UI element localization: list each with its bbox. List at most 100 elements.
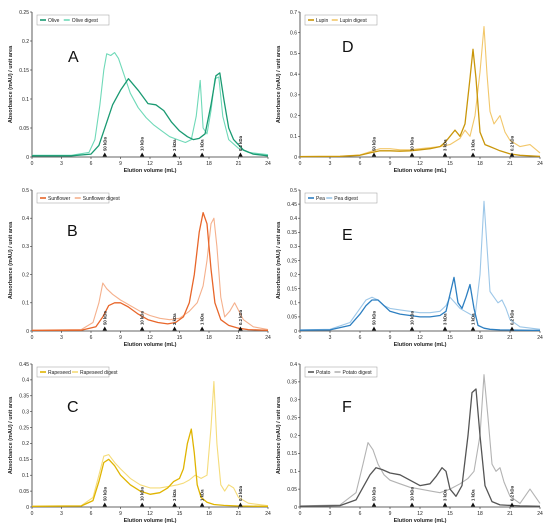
marker-label: 10 kDa [410, 137, 415, 151]
legend-box [304, 192, 378, 204]
x-tick-label: 3 [329, 511, 332, 517]
y-tick-label: 0.1 [290, 134, 297, 140]
y-tick-label: 0 [26, 505, 29, 511]
marker-label: 10 kDa [410, 311, 415, 325]
y-tick-label: 0.25 [287, 415, 297, 421]
legend-box [304, 366, 378, 378]
y-tick-label: 0.25 [19, 10, 29, 16]
chart-panel-a: 0 0.05 0.1 0.15 0.2 0.25 0 3 6 9 12 15 18 21 24 Elution… [8, 10, 271, 174]
x-tick-label: 9 [389, 511, 392, 517]
y-tick-label: 0 [294, 155, 297, 161]
y-tick-label: 0.5 [290, 188, 297, 194]
y-tick-label: 0.1 [290, 469, 297, 475]
y-tick-label: 0.2 [290, 113, 297, 119]
x-tick-label: 12 [417, 511, 423, 517]
marker-triangle [139, 326, 145, 331]
y-tick-label: 0 [294, 329, 297, 335]
panel-letter: C [67, 399, 79, 416]
legend-label: Olive digest [72, 18, 99, 24]
y-tick-label: 0.25 [19, 425, 29, 431]
legend-box [36, 14, 110, 26]
chart-panel-f: 0 0.05 0.1 0.15 0.2 0.25 0.3 0.35 0.4 0 3 6 9 12 15 18 2… [276, 362, 543, 524]
x-tick-label: 24 [537, 161, 543, 167]
marker-label: 3 kDa [172, 313, 177, 325]
legend-label: Lupin digest [340, 18, 368, 24]
y-tick-label: 0.1 [22, 301, 29, 307]
y-axis-label: Absorbance (mAU) / unit area [8, 221, 14, 299]
x-tick-label: 12 [147, 161, 153, 167]
y-axis-label: Absorbance (mAU) / unit area [276, 396, 282, 474]
marker-label: 1 kDa [471, 313, 476, 325]
x-tick-label: 3 [60, 161, 63, 167]
marker-label: 0.2 kDa [238, 135, 243, 151]
legend-box [304, 14, 378, 26]
marker-triangle [409, 502, 415, 507]
marker-triangle [509, 152, 515, 157]
y-tick-label: 0.45 [19, 362, 29, 368]
x-tick-label: 15 [177, 161, 183, 167]
y-tick-label: 0.3 [290, 398, 297, 404]
marker-triangle [199, 326, 205, 331]
chart-panel-c: 0 0.05 0.1 0.15 0.2 0.25 0.3 0.35 0.4 0.45 0 3 6 9 12 1… [8, 362, 271, 524]
x-tick-label: 21 [236, 511, 242, 517]
legend-label: Rapeseed [48, 370, 71, 376]
y-tick-label: 0.1 [290, 301, 297, 307]
y-tick-label: 0.6 [290, 31, 297, 37]
x-axis-label: Elution volume (mL) [394, 168, 447, 174]
x-tick-label: 0 [31, 511, 34, 517]
marker-triangle [238, 502, 243, 507]
y-tick-label: 0.2 [22, 441, 29, 447]
marker-triangle [371, 326, 377, 331]
x-tick-label: 24 [265, 335, 271, 341]
x-tick-label: 18 [206, 511, 212, 517]
marker-triangle [172, 502, 177, 507]
marker-label: 0.2 kDa [510, 485, 515, 501]
y-tick-label: 0.5 [22, 188, 29, 194]
series-line [299, 388, 541, 507]
marker-triangle [238, 152, 243, 157]
y-axis-label: Absorbance (mAU) / unit area [8, 45, 14, 123]
legend-label: Lupin [316, 18, 328, 24]
marker-label: 10 kDa [410, 487, 415, 501]
marker-triangle [442, 152, 448, 157]
x-tick-label: 15 [447, 511, 453, 517]
y-axis-label: Absorbance (mAU) / unit area [276, 45, 282, 123]
panel-letter: F [342, 399, 352, 416]
x-tick-label: 6 [359, 161, 362, 167]
marker-triangle [509, 326, 515, 331]
marker-triangle [102, 502, 107, 507]
marker-triangle [199, 152, 205, 157]
x-tick-label: 6 [90, 335, 93, 341]
y-tick-label: 0.05 [287, 315, 297, 321]
y-tick-label: 0.3 [290, 244, 297, 250]
marker-label: 1 kDa [471, 139, 476, 151]
marker-label: 1 kDa [200, 489, 205, 501]
x-tick-label: 18 [206, 335, 212, 341]
legend-label: Potato digest [343, 370, 373, 376]
y-tick-label: 0.1 [22, 97, 29, 103]
x-tick-label: 12 [417, 161, 423, 167]
x-tick-label: 3 [329, 335, 332, 341]
y-tick-label: 0.15 [287, 451, 297, 457]
x-tick-label: 15 [447, 335, 453, 341]
x-tick-label: 21 [507, 335, 513, 341]
y-tick-label: 0 [294, 505, 297, 511]
marker-label: 3 kDa [443, 139, 448, 151]
y-tick-label: 0.15 [287, 287, 297, 293]
series-line [31, 428, 269, 508]
series-line [299, 48, 541, 158]
x-tick-label: 0 [299, 335, 302, 341]
marker-triangle [139, 502, 145, 507]
x-tick-label: 24 [265, 511, 271, 517]
marker-triangle [199, 502, 205, 507]
x-tick-label: 9 [389, 335, 392, 341]
legend-box [36, 192, 110, 204]
x-tick-label: 9 [119, 511, 122, 517]
marker-triangle [102, 326, 107, 331]
marker-triangle [172, 326, 177, 331]
marker-triangle [371, 502, 377, 507]
y-tick-label: 0.5 [290, 51, 297, 57]
y-tick-label: 0.35 [287, 230, 297, 236]
y-tick-label: 0 [26, 329, 29, 335]
chart-panel-e: 0 0.05 0.1 0.15 0.2 0.25 0.3 0.35 0.4 0.45 0.5 0 3 6 9… [276, 188, 543, 348]
